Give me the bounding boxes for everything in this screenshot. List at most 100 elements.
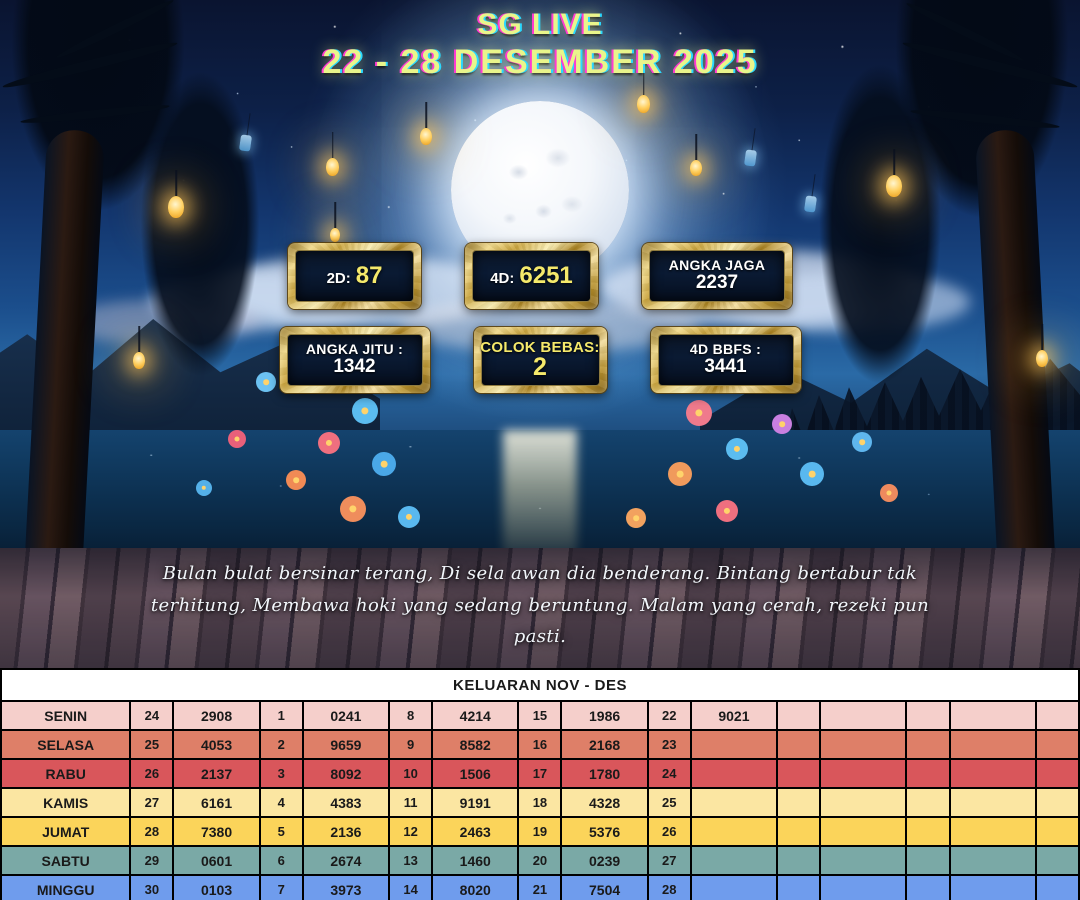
table-cell-result: 8582 [431,729,520,760]
table-cell-date: 16 [517,729,563,760]
table-cell-date: 29 [129,845,175,876]
table-cell-result: 2137 [172,758,261,789]
table-cell-result [948,874,1037,900]
flower [318,432,340,454]
moon-icon [451,101,629,279]
prediction-box-2d[interactable]: 2D: 87 [288,243,421,309]
table-cell-date [776,787,822,818]
lantern-icon [168,196,184,218]
table-cell-date: 17 [517,758,563,789]
prediction-value-angka-jitu: 1342 [333,355,376,377]
table-cell-date [905,758,951,789]
table-cell-date [905,700,951,731]
table-cell-result: 6161 [172,787,261,818]
prediction-value-4d: 6251 [519,262,573,289]
table-cell-result [819,758,908,789]
table-cell-date [1034,729,1080,760]
table-cell-date: 3 [258,758,304,789]
results-table-body: SENIN 24 2908 1 0241 8 4214 15 1986 22 9021 SELASA 2… [0,700,1080,900]
table-cell-date: 7 [258,874,304,900]
table-cell-day: RABU [0,758,132,789]
lantern-icon [420,128,432,145]
table-cell-date: 25 [129,729,175,760]
table-row: MINGGU 30 0103 7 3973 14 8020 21 7504 28 [0,874,1080,900]
table-cell-result: 1506 [431,758,520,789]
table-cell-result: 8092 [301,758,391,789]
table-cell-result [819,816,908,847]
prediction-value-colok-bebas: 2 [533,353,547,382]
prediction-box-colok-bebas[interactable]: COLOK BEBAS: 2 [474,327,607,393]
prediction-box-4d[interactable]: 4D: 6251 [465,243,598,309]
table-row: RABU 26 2137 3 8092 10 1506 17 1780 24 [0,758,1080,789]
title-line-2: 22 - 28 DESEMBER 2025 [322,43,758,81]
prediction-label-4d: 4D: [490,270,515,287]
table-cell-date [905,729,951,760]
table-cell-result: 2908 [172,700,261,731]
prediction-row-bottom: ANGKA JITU : 1342 COLOK BEBAS: 2 4D BBFS… [0,327,1080,393]
table-cell-date: 9 [388,729,434,760]
table-cell-date: 28 [646,874,692,900]
table-cell-date: 10 [388,758,434,789]
table-cell-result [948,845,1037,876]
prediction-value-2d: 87 [355,262,383,289]
table-cell-result [948,729,1037,760]
table-cell-result [819,845,908,876]
table-cell-result [948,787,1037,818]
table-cell-date: 11 [388,787,434,818]
table-cell-result [819,874,908,900]
table-cell-result: 5376 [560,816,649,847]
table-row: SENIN 24 2908 1 0241 8 4214 15 1986 22 9021 [0,700,1080,731]
table-cell-date: 4 [258,787,304,818]
prediction-label-angka-jitu: ANGKA JITU : [305,341,404,358]
table-cell-date [1034,874,1080,900]
table-cell-date [776,758,822,789]
table-cell-date [1034,758,1080,789]
table-cell-result [689,729,779,760]
table-cell-date [1034,845,1080,876]
table-cell-date: 27 [129,787,175,818]
table-cell-date [776,874,822,900]
flower [398,506,420,528]
table-cell-date [905,787,951,818]
flower [228,430,246,448]
flower [196,480,212,496]
table-cell-date [905,816,951,847]
table-cell-result [948,758,1037,789]
lantern-icon [1036,350,1048,367]
table-cell-result: 4053 [172,729,261,760]
table-cell-result: 7504 [560,874,649,900]
prediction-box-4d-bbfs[interactable]: 4D BBFS : 3441 [651,327,801,393]
table-cell-date [776,845,822,876]
prediction-value-angka-jaga: 2237 [695,271,739,293]
flower [372,452,396,476]
flower [880,484,898,502]
wooden-deck [0,548,1080,668]
table-cell-result: 1986 [560,700,649,731]
table-cell-date: 21 [517,874,563,900]
table-cell-date: 13 [388,845,434,876]
table-cell-result [689,874,779,900]
prediction-boxes: 2D: 87 4D: 6251 ANGKA JAGA 2237 [0,243,1080,411]
flower [772,414,792,434]
prediction-label-angka-jaga: ANGKA JAGA [668,257,766,274]
prediction-box-angka-jitu[interactable]: ANGKA JITU : 1342 [280,327,430,393]
tree-branch [909,107,1061,131]
gem-ornament [238,134,253,152]
flower [352,398,378,424]
table-cell-date: 5 [258,816,304,847]
table-cell-date [1034,787,1080,818]
results-table-wrapper: KELUARAN NOV - DES SENIN 24 2908 1 0241 8 4214… [0,668,1080,900]
table-cell-result: 3973 [301,874,391,900]
flower [668,462,692,486]
table-cell-date: 30 [129,874,175,900]
table-cell-date [905,845,951,876]
table-cell-result: 0239 [560,845,649,876]
table-cell-date: 20 [517,845,563,876]
lantern-icon [690,160,702,176]
tree-left [0,0,290,562]
table-cell-result: 1460 [431,845,520,876]
tree-branch [19,102,171,126]
gem-ornament [803,195,818,213]
prediction-box-angka-jaga[interactable]: ANGKA JAGA 2237 [642,243,792,309]
